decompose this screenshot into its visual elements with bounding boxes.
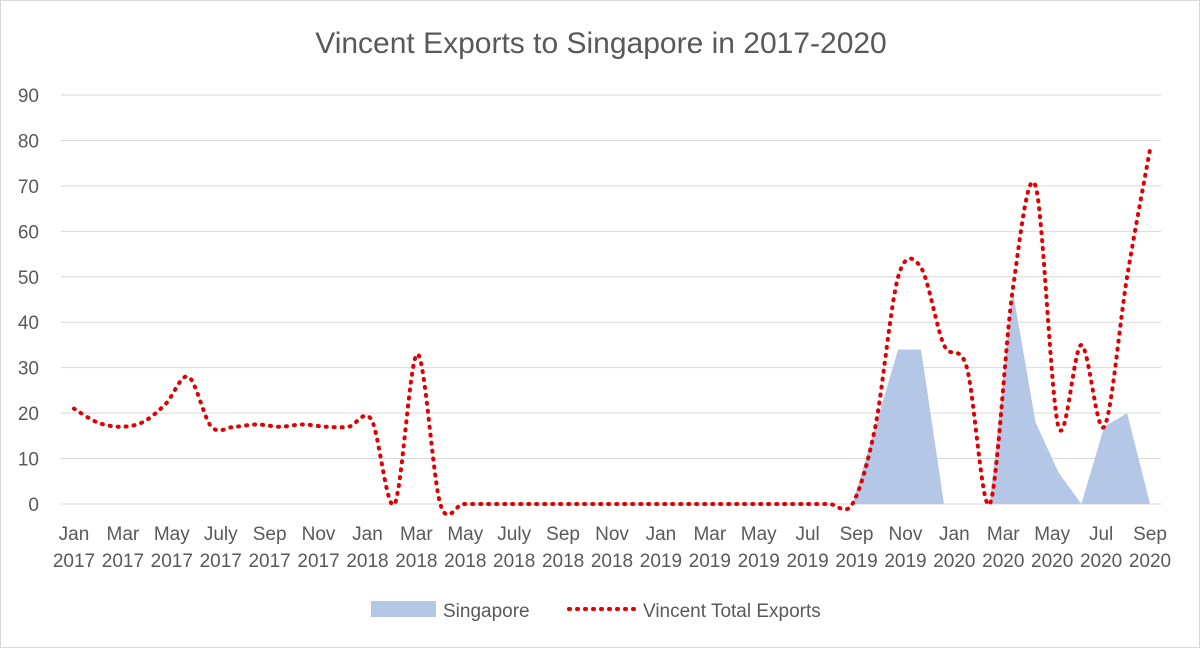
x-tick-label-year: 2017 xyxy=(151,551,193,572)
x-axis-ticks: Jan 2017 Mar 2017 May 2017 July 2017 Sep 2017 Nov 2… xyxy=(53,524,1171,572)
x-tick-label-month: July xyxy=(497,524,531,545)
x-tick-label-month: Mar xyxy=(107,524,140,545)
x-tick-label-month: July xyxy=(204,524,238,545)
x-tick-label-year: 2018 xyxy=(444,551,486,572)
x-tick-label-year: 2018 xyxy=(346,551,388,572)
y-tick-label: 40 xyxy=(18,313,39,334)
x-tick-label-year: 2020 xyxy=(1080,551,1122,572)
x-tick-label-year: 2018 xyxy=(591,551,633,572)
y-tick-label: 50 xyxy=(18,268,39,289)
legend-swatch-singapore xyxy=(371,601,436,617)
y-tick-label: 0 xyxy=(28,495,39,516)
x-tick-label-month: Jul xyxy=(795,524,819,545)
x-tick-label-month: Jul xyxy=(1089,524,1113,545)
x-tick-label-month: May xyxy=(741,524,777,545)
x-tick-label-month: Sep xyxy=(840,524,874,545)
total-exports-line-series xyxy=(72,147,1152,517)
x-tick-label-year: 2020 xyxy=(1129,551,1171,572)
total-exports-line xyxy=(72,147,1152,517)
x-tick-label-month: Nov xyxy=(302,524,336,545)
x-tick-label-month: Mar xyxy=(987,524,1020,545)
x-tick-label-month: Sep xyxy=(546,524,580,545)
x-tick-label-year: 2019 xyxy=(738,551,780,572)
x-tick-label-year: 2018 xyxy=(542,551,584,572)
x-tick-label-month: May xyxy=(154,524,190,545)
x-tick-label-year: 2020 xyxy=(982,551,1024,572)
x-tick-label-year: 2017 xyxy=(53,551,95,572)
x-tick-label-year: 2019 xyxy=(689,551,731,572)
x-tick-label-year: 2018 xyxy=(493,551,535,572)
y-tick-label: 10 xyxy=(18,450,39,471)
x-tick-label-month: Mar xyxy=(400,524,433,545)
x-tick-label-month: Mar xyxy=(693,524,726,545)
x-tick-label-month: Sep xyxy=(1133,524,1167,545)
y-tick-label: 60 xyxy=(18,222,39,243)
x-tick-label-year: 2020 xyxy=(933,551,975,572)
x-tick-label-year: 2019 xyxy=(835,551,877,572)
x-tick-label-year: 2017 xyxy=(200,551,242,572)
x-tick-label-year: 2017 xyxy=(102,551,144,572)
x-tick-label-year: 2018 xyxy=(395,551,437,572)
x-tick-label-month: Jan xyxy=(352,524,383,545)
legend-label-singapore: Singapore xyxy=(443,601,530,622)
x-tick-label-month: Jan xyxy=(939,524,970,545)
y-tick-label: 90 xyxy=(18,86,39,107)
x-tick-label-year: 2019 xyxy=(640,551,682,572)
legend-label-total-exports: Vincent Total Exports xyxy=(643,601,821,622)
y-tick-label: 70 xyxy=(18,177,39,198)
y-tick-label: 20 xyxy=(18,404,39,425)
y-tick-label: 30 xyxy=(18,359,39,380)
chart-title: Vincent Exports to Singapore in 2017-202… xyxy=(315,27,887,60)
x-tick-label-month: Nov xyxy=(889,524,923,545)
x-tick-label-year: 2017 xyxy=(248,551,290,572)
x-tick-label-year: 2017 xyxy=(297,551,339,572)
singapore-area-series xyxy=(74,290,1150,504)
x-tick-label-year: 2019 xyxy=(884,551,926,572)
legend: Singapore Vincent Total Exports xyxy=(371,601,821,622)
x-tick-label-month: Jan xyxy=(59,524,90,545)
x-tick-label-month: May xyxy=(447,524,483,545)
x-tick-label-year: 2020 xyxy=(1031,551,1073,572)
x-tick-label-month: Sep xyxy=(253,524,287,545)
x-tick-label-year: 2019 xyxy=(786,551,828,572)
x-tick-label-month: Nov xyxy=(595,524,629,545)
gridlines xyxy=(61,94,1161,505)
singapore-area xyxy=(74,290,1150,504)
y-tick-label: 80 xyxy=(18,131,39,152)
y-axis-ticks: 0 10 20 30 40 50 60 70 80 90 xyxy=(18,86,39,516)
x-tick-label-month: Jan xyxy=(646,524,677,545)
x-tick-label-month: May xyxy=(1034,524,1070,545)
